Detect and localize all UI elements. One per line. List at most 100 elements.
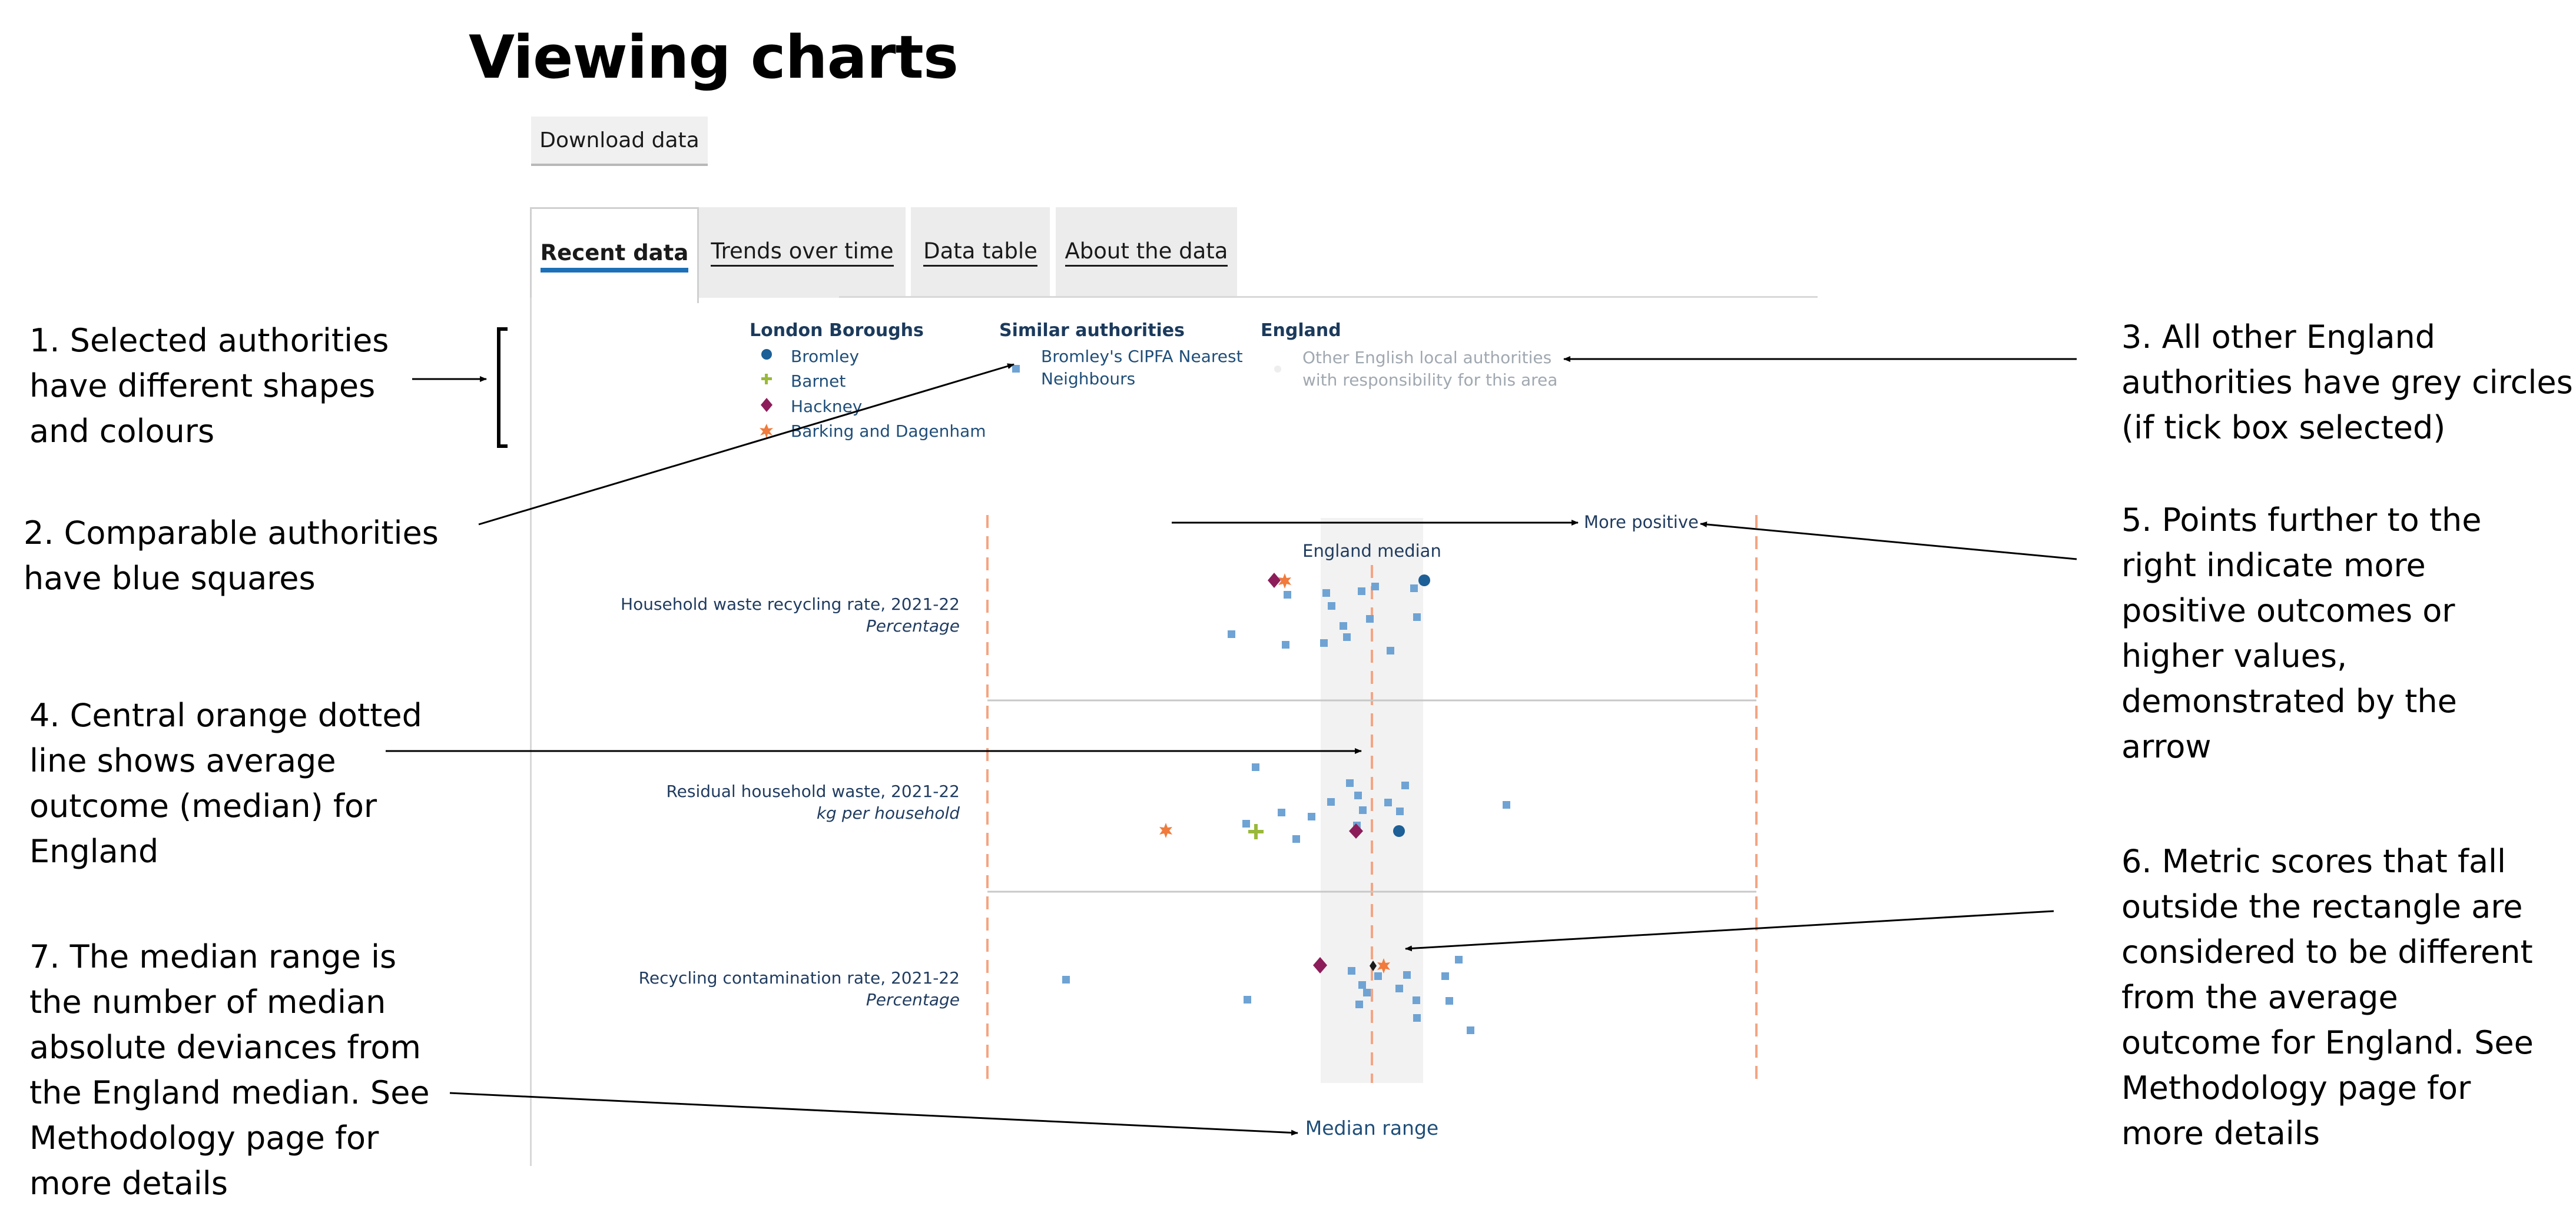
data-point — [1371, 583, 1379, 590]
tab-data-table[interactable]: Data table — [911, 207, 1050, 298]
legend-group-london-boroughs: London Boroughs — [750, 320, 924, 341]
data-point — [1244, 996, 1251, 1004]
annotation-4: 4. Central orange dotted line shows aver… — [29, 693, 422, 874]
legend-marker-barking — [760, 424, 773, 438]
data-point — [1328, 602, 1335, 610]
annotation-line: have blue squares — [24, 560, 316, 597]
data-point — [1446, 997, 1453, 1005]
metric-unit: Percentage — [866, 990, 960, 1009]
annotation-line: absolute deviances from — [29, 1029, 421, 1066]
annotation-line: from the average — [2121, 979, 2398, 1016]
data-point — [1062, 976, 1070, 984]
data-point-hackney — [1313, 957, 1327, 974]
data-point — [1292, 835, 1300, 843]
annotation-line: the England median. See — [29, 1074, 430, 1111]
metric-label-contamination-rate: Recycling contamination rate, 2021-22 Pe… — [639, 967, 960, 1011]
data-point-barking — [1377, 958, 1390, 974]
data-point — [1396, 808, 1404, 815]
data-point — [1363, 989, 1371, 996]
annotation-line: 3. All other England — [2121, 318, 2436, 355]
tab-panel-border — [839, 296, 1818, 298]
annotation-line: more details — [2121, 1115, 2320, 1152]
tab-label: Trends over time — [711, 238, 894, 267]
annotation-line: higher values, — [2121, 637, 2348, 675]
data-point-barking — [1278, 573, 1291, 589]
annotation-line: right indicate more — [2121, 547, 2426, 584]
data-point — [1282, 641, 1289, 649]
annotation-7: 7. The median range is the number of med… — [29, 934, 430, 1206]
legend-item-cipfa-neighbours: Bromley's CIPFA Nearest — [1041, 347, 1243, 366]
annotation-6: 6. Metric scores that fall outside the r… — [2121, 839, 2534, 1156]
data-point — [1359, 806, 1367, 814]
annotation-arrow-5 — [1700, 521, 2077, 560]
annotation-line: 7. The median range is — [29, 938, 397, 975]
data-point — [1327, 798, 1335, 806]
legend-marker-hackney — [761, 398, 773, 412]
data-points-recycling-rate — [1228, 583, 1421, 654]
annotation-line: 1. Selected authorities — [29, 322, 389, 359]
data-point — [1413, 613, 1421, 621]
data-point-barking — [1159, 823, 1172, 838]
annotation-arrow-6 — [1405, 910, 2054, 952]
data-point — [1346, 779, 1354, 787]
legend-item-other-authorities: Other English local authorities — [1302, 348, 1552, 367]
tab-trends-over-time[interactable]: Trends over time — [699, 207, 906, 298]
annotation-line: have different shapes — [29, 367, 376, 404]
data-point — [1228, 630, 1235, 638]
annotation-line: outcome (median) for — [29, 788, 377, 825]
data-point — [1284, 591, 1291, 599]
annotation-line: and colours — [29, 413, 215, 450]
data-point — [1413, 996, 1420, 1004]
metric-name: Recycling contamination rate, 2021-22 — [638, 968, 960, 988]
metric-unit: kg per household — [816, 803, 960, 823]
tab-label: About the data — [1065, 238, 1228, 267]
data-point — [1340, 622, 1347, 630]
data-point-barnet — [1370, 961, 1377, 971]
data-point-hackney — [1349, 823, 1363, 839]
annotation-line: Methodology page for — [29, 1119, 379, 1157]
annotation-line: 4. Central orange dotted — [29, 697, 422, 734]
annotation-bracket — [497, 327, 508, 448]
data-point-barnet — [1248, 824, 1264, 839]
annotation-line: arrow — [2121, 728, 2212, 765]
more-positive-label: More positive — [1584, 512, 1699, 532]
tab-about-the-data[interactable]: About the data — [1056, 207, 1237, 298]
legend-item-other-authorities-line2: with responsibility for this area — [1302, 370, 1558, 390]
annotation-line: demonstrated by the — [2121, 683, 2457, 720]
metric-name: Household waste recycling rate, 2021-22 — [621, 594, 960, 614]
data-point — [1355, 1001, 1363, 1008]
annotation-line: outcome for England. See — [2121, 1024, 2534, 1061]
download-data-button[interactable]: Download data — [531, 117, 708, 166]
legend-item-bromley: Bromley — [791, 347, 860, 366]
data-points-contamination-rate — [1062, 956, 1474, 1034]
data-point — [1322, 589, 1330, 597]
data-point — [1242, 820, 1250, 828]
median-range-label: Median range — [1305, 1117, 1438, 1139]
legend-marker-bromley — [761, 349, 772, 360]
legend-group-england: England — [1261, 320, 1341, 341]
annotation-line: line shows average — [29, 742, 336, 779]
data-point — [1387, 647, 1394, 654]
annotation-line: Methodology page for — [2121, 1069, 2471, 1107]
data-point — [1308, 813, 1315, 820]
annotation-1: 1. Selected authorities have different s… — [29, 318, 389, 454]
tab-recent-data[interactable]: Recent data — [530, 207, 699, 303]
legend-item-barking-and-dagenham: Barking and Dagenham — [791, 421, 986, 441]
data-point-bromley — [1393, 825, 1405, 837]
data-point — [1278, 809, 1285, 816]
metric-unit: Percentage — [866, 616, 960, 636]
data-point — [1358, 981, 1366, 989]
annotation-line: outside the rectangle are — [2121, 888, 2523, 925]
data-point — [1441, 972, 1449, 980]
annotation-5: 5. Points further to the right indicate … — [2121, 497, 2481, 769]
metric-label-recycling-rate: Household waste recycling rate, 2021-22 … — [621, 593, 960, 637]
data-point — [1374, 972, 1382, 980]
metric-label-residual-waste: Residual household waste, 2021-22 kg per… — [666, 780, 960, 824]
tab-label: Recent data — [540, 240, 689, 273]
annotation-line: England — [29, 833, 159, 870]
tab-label: Data table — [923, 238, 1037, 267]
data-point — [1503, 801, 1510, 809]
data-point — [1403, 971, 1411, 979]
annotation-line: more details — [29, 1165, 228, 1202]
